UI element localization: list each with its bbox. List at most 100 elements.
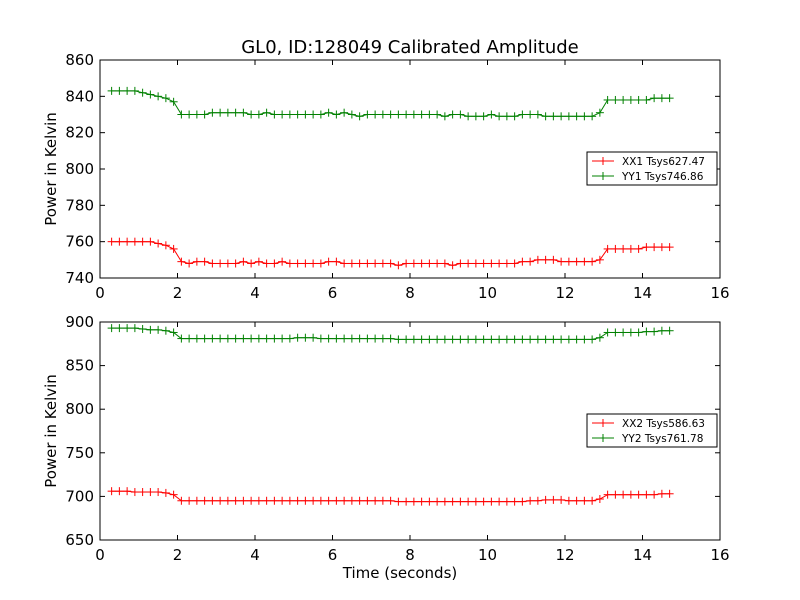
data-point [378, 259, 387, 268]
data-point [425, 110, 434, 119]
data-point [123, 237, 132, 246]
data-point [433, 259, 442, 268]
data-point [417, 335, 426, 344]
data-point [347, 110, 356, 119]
data-point [471, 335, 480, 344]
data-point [138, 488, 147, 497]
data-point [247, 110, 256, 119]
data-point [634, 328, 643, 337]
data-point [332, 110, 341, 119]
data-point [324, 108, 333, 117]
data-point [409, 259, 418, 268]
data-point [557, 335, 566, 344]
data-point [634, 490, 643, 499]
data-point [347, 259, 356, 268]
data-point [185, 259, 194, 268]
data-point [665, 326, 674, 335]
data-point [456, 497, 465, 506]
data-point [115, 487, 124, 496]
y-tick-label: 900 [65, 313, 94, 331]
chart-title: GL0, ID:128049 Calibrated Amplitude [241, 37, 579, 58]
data-point [448, 261, 457, 270]
data-point [402, 335, 411, 344]
data-point [154, 488, 163, 497]
y-tick-label: 850 [65, 357, 94, 375]
data-point [402, 259, 411, 268]
data-point [510, 335, 519, 344]
data-point [301, 496, 310, 505]
data-point [192, 334, 201, 343]
data-point [619, 328, 628, 337]
data-point [231, 259, 240, 268]
data-point [603, 328, 612, 337]
legend: XX2 Tsys586.63 YY2 Tsys761.78 [586, 413, 718, 448]
data-point [239, 496, 248, 505]
y-axis-label: Power in Kelvin [42, 374, 60, 488]
series-yy1 [107, 86, 674, 121]
data-point [340, 259, 349, 268]
series-xx2 [107, 487, 674, 506]
x-axis-label: Time (seconds) [342, 564, 458, 582]
x-tick-label: 8 [405, 284, 415, 302]
data-point [502, 259, 511, 268]
data-point [471, 497, 480, 506]
data-point [502, 497, 511, 506]
data-point [161, 326, 170, 335]
data-point [440, 335, 449, 344]
data-point [634, 95, 643, 104]
data-point [216, 496, 225, 505]
data-point [479, 497, 488, 506]
data-point [123, 324, 132, 333]
data-point [285, 259, 294, 268]
data-point [626, 328, 635, 337]
data-point [642, 95, 651, 104]
data-point [231, 334, 240, 343]
data-point [425, 497, 434, 506]
data-point [200, 257, 209, 266]
data-point [417, 497, 426, 506]
series-xx1 [107, 237, 674, 270]
data-point [285, 496, 294, 505]
data-point [316, 259, 325, 268]
data-point [378, 110, 387, 119]
data-point [301, 259, 310, 268]
data-point [223, 334, 232, 343]
data-point [650, 243, 659, 252]
data-point [154, 92, 163, 101]
data-point [603, 244, 612, 253]
data-point [138, 324, 147, 333]
data-point [216, 108, 225, 117]
data-point [130, 488, 139, 497]
data-point [254, 257, 263, 266]
data-point [371, 496, 380, 505]
legend-label: YY1 Tsys746.86 [621, 171, 704, 183]
data-point [417, 110, 426, 119]
legend-box [586, 413, 718, 448]
data-point [332, 334, 341, 343]
x-tick-label: 14 [633, 284, 652, 302]
data-point [254, 496, 263, 505]
data-point [324, 496, 333, 505]
data-point [363, 259, 372, 268]
x-tick-label: 12 [555, 546, 574, 564]
y-tick-label: 760 [65, 233, 94, 251]
data-point [619, 490, 628, 499]
data-point [440, 497, 449, 506]
data-point [619, 95, 628, 104]
data-point [293, 496, 302, 505]
data-point [355, 112, 364, 121]
data-point [161, 94, 170, 103]
data-point [642, 327, 651, 336]
x-tick-label: 2 [173, 546, 183, 564]
x-tick-label: 10 [478, 546, 497, 564]
data-point [588, 335, 597, 344]
x-tick-label: 12 [555, 284, 574, 302]
x-tick-label: 4 [250, 546, 260, 564]
data-point [549, 255, 558, 264]
x-tick-label: 6 [328, 546, 338, 564]
y-tick-label: 820 [65, 124, 94, 142]
data-point [231, 108, 240, 117]
data-point [595, 255, 604, 264]
data-point [487, 335, 496, 344]
